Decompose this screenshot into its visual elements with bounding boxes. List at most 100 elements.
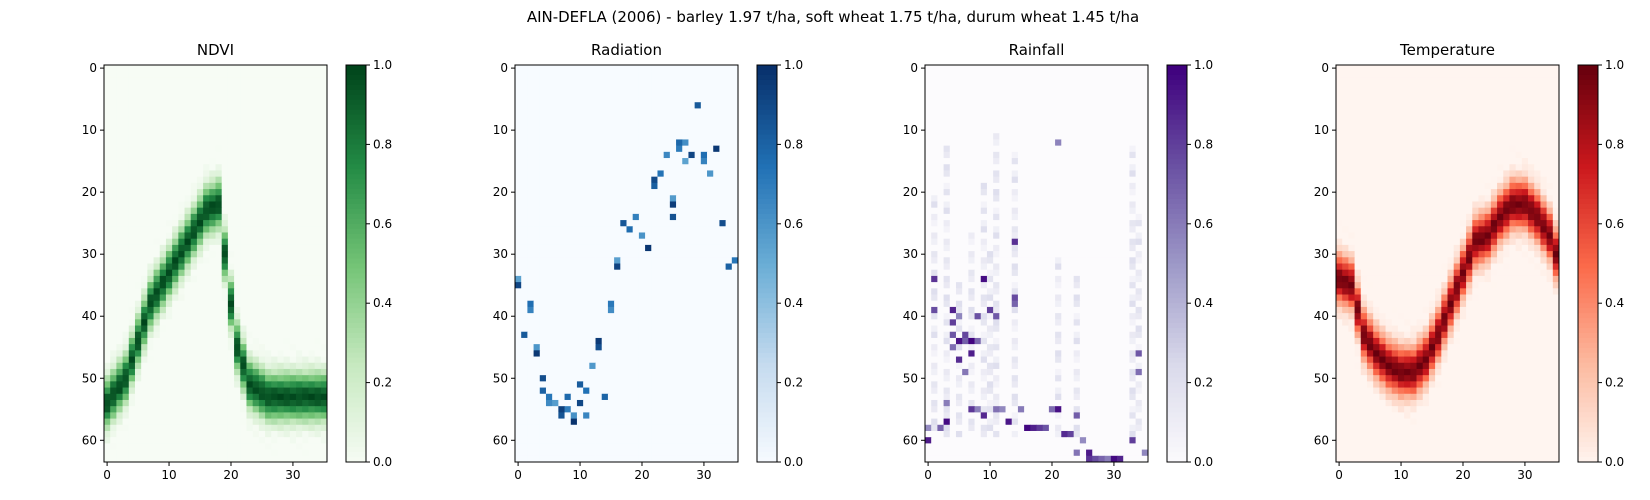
heatmap-cell — [626, 220, 634, 227]
heatmap-cell — [558, 412, 565, 419]
heatmap-cell — [521, 430, 528, 438]
heatmap-cell — [141, 275, 148, 283]
heatmap-cell — [731, 449, 739, 457]
heatmap-cell — [583, 337, 590, 345]
heatmap-cell — [110, 282, 117, 289]
heatmap-cell — [128, 406, 136, 413]
heatmap-cell — [663, 437, 671, 444]
heatmap-cell — [265, 164, 272, 171]
heatmap-cell — [289, 368, 297, 376]
heatmap-cell — [595, 399, 603, 407]
heatmap-cell — [533, 455, 541, 463]
heatmap-cell — [725, 170, 733, 178]
heatmap-cell — [296, 151, 303, 159]
heatmap-cell — [669, 399, 677, 407]
heatmap-cell — [116, 387, 123, 395]
heatmap-cell — [104, 238, 111, 246]
heatmap-cell — [688, 182, 696, 190]
heatmap-cell — [203, 275, 210, 283]
heatmap-cell — [134, 282, 142, 289]
heatmap-cell — [694, 406, 702, 413]
heatmap-cell — [638, 455, 646, 463]
heatmap-cell — [700, 151, 708, 159]
heatmap-cell — [707, 127, 714, 134]
heatmap-cell — [1086, 77, 1093, 85]
heatmap-cell — [576, 151, 584, 159]
heatmap-cell — [515, 176, 522, 184]
heatmap-cell — [638, 89, 646, 97]
heatmap-cell — [320, 77, 328, 85]
heatmap-cell — [147, 244, 154, 252]
heatmap-cell — [184, 244, 192, 252]
heatmap-cell — [246, 288, 254, 295]
heatmap-cell — [657, 319, 665, 326]
heatmap-cell — [283, 251, 291, 258]
heatmap-cell — [700, 213, 708, 221]
heatmap-cell — [178, 189, 185, 196]
heatmap-cell — [209, 102, 216, 109]
heatmap-cell — [271, 406, 278, 413]
heatmap-cell — [196, 164, 204, 171]
heatmap-cell — [632, 182, 640, 190]
heatmap-cell — [533, 437, 541, 444]
heatmap-cell — [314, 306, 322, 314]
heatmap-cell — [209, 65, 216, 72]
heatmap-cell — [657, 306, 665, 314]
heatmap-cell — [669, 313, 677, 320]
heatmap-cell — [713, 412, 720, 419]
heatmap-cell — [302, 102, 309, 109]
heatmap-cell — [240, 77, 247, 85]
heatmap-cell — [283, 306, 291, 314]
heatmap-cell — [620, 319, 627, 326]
heatmap-cell — [110, 263, 117, 271]
heatmap-cell — [128, 443, 136, 450]
heatmap-cell — [165, 337, 173, 345]
heatmap-cell — [172, 275, 179, 283]
heatmap-cell — [589, 220, 596, 227]
heatmap-cell — [165, 306, 173, 314]
heatmap-cell — [632, 251, 640, 258]
heatmap-cell — [645, 282, 652, 289]
heatmap-cell — [682, 151, 689, 159]
heatmap-cell — [700, 158, 708, 165]
heatmap-cell — [178, 182, 185, 190]
heatmap-cell — [694, 96, 702, 103]
heatmap-cell — [595, 337, 603, 345]
heatmap-cell — [240, 337, 247, 345]
heatmap-cell — [104, 300, 111, 308]
heatmap-cell — [240, 213, 247, 221]
heatmap-cell — [122, 96, 130, 103]
heatmap-cell — [320, 313, 328, 320]
heatmap-cell — [134, 406, 142, 413]
heatmap-cell — [626, 201, 634, 209]
heatmap-cell — [265, 244, 272, 252]
heatmap-cell — [700, 96, 708, 103]
heatmap-cell — [601, 412, 609, 419]
heatmap-cell — [190, 443, 198, 450]
heatmap-cell — [731, 443, 739, 450]
heatmap-cell — [558, 325, 565, 333]
heatmap-cell — [190, 319, 198, 326]
heatmap-cell — [221, 294, 229, 302]
heatmap-cell — [669, 362, 677, 370]
heatmap-cell — [713, 145, 720, 153]
heatmap-cell — [203, 412, 210, 419]
heatmap-cell — [688, 387, 696, 395]
heatmap-cell — [694, 319, 702, 326]
heatmap-cell — [688, 158, 696, 165]
colorbar-segment — [346, 422, 366, 428]
heatmap-cell — [682, 331, 689, 339]
heatmap-cell — [314, 319, 322, 326]
heatmap-cell — [252, 455, 260, 463]
heatmap-cell — [713, 238, 720, 246]
heatmap-cell — [147, 127, 154, 134]
heatmap-cell — [128, 306, 136, 314]
heatmap-cell — [320, 71, 328, 78]
heatmap-cell — [638, 381, 646, 388]
heatmap-cell — [682, 108, 689, 116]
heatmap-cell — [246, 238, 254, 246]
heatmap-cell — [645, 418, 652, 426]
heatmap-cell — [645, 368, 652, 376]
heatmap-cell — [657, 430, 665, 438]
heatmap-cell — [527, 282, 534, 289]
